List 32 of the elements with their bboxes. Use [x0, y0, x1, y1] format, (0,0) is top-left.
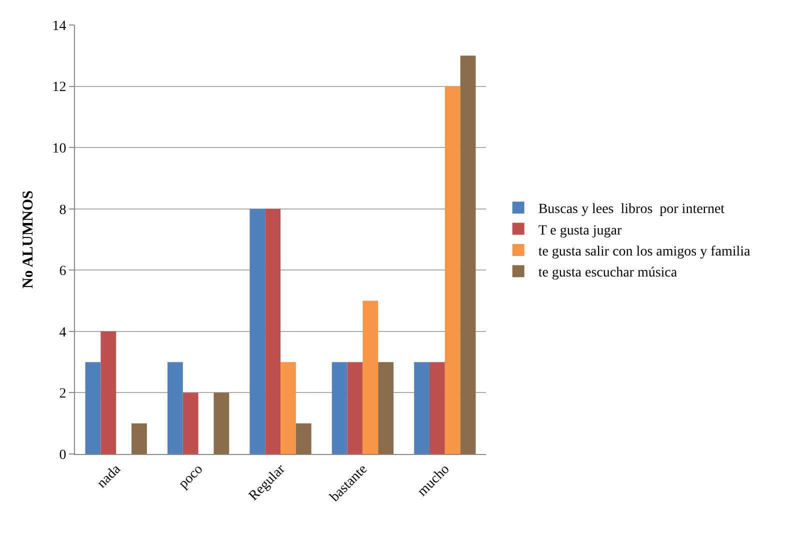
x-tick-label: nada — [94, 461, 124, 492]
legend-label: T e gusta jugar — [538, 223, 622, 238]
bar — [378, 362, 394, 454]
bar — [296, 423, 312, 454]
bar — [214, 392, 230, 454]
y-tick-label: 0 — [59, 448, 66, 463]
bar — [100, 331, 116, 454]
bar — [167, 362, 183, 454]
bar — [265, 208, 280, 454]
legend-label: Buscas y lees libros por internet — [538, 202, 725, 218]
legend-label: te gusta salir con los amigos y familia — [538, 244, 752, 260]
bar — [362, 300, 378, 454]
y-tick-label: 14 — [52, 18, 66, 34]
bar — [250, 208, 266, 454]
y-tick-label: 12 — [52, 80, 66, 96]
bar — [347, 362, 363, 454]
bar — [332, 362, 348, 454]
bar — [414, 362, 430, 454]
legend-label: te gusta escuchar música — [538, 266, 678, 281]
bar — [429, 362, 445, 454]
bar — [280, 362, 296, 454]
bar — [460, 56, 476, 454]
y-tick-label: 8 — [59, 202, 66, 218]
y-tick-label: 4 — [59, 325, 66, 340]
bar — [444, 86, 460, 454]
y-axis-title: No ALUMNOS — [20, 190, 36, 288]
y-tick-label: 2 — [59, 386, 66, 402]
bar — [182, 392, 198, 454]
bar — [85, 362, 101, 454]
bar — [132, 423, 147, 454]
y-tick-label: 6 — [59, 264, 66, 280]
y-tick-label: 10 — [52, 141, 66, 156]
